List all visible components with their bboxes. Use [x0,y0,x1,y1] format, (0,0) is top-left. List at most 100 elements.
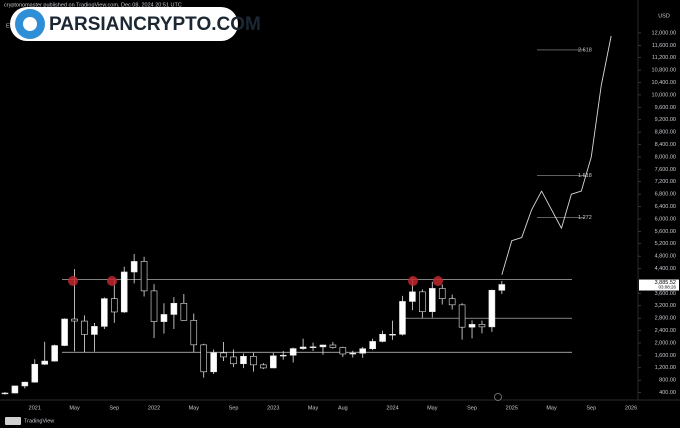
candle-body [101,298,108,327]
candle-body [91,326,98,335]
watermark: PARSIANCRYPTO.COM [10,7,261,41]
candle-body [11,385,19,394]
candle-body [299,346,307,349]
highlight [433,276,443,286]
candle-body [230,356,237,365]
last-price-box [639,279,679,291]
plot: 2.618 1.618 1.272 [1,35,612,395]
realtime-button[interactable] [494,393,502,401]
footer-logo [5,417,21,425]
candle-body [21,381,29,387]
candle-body [279,354,287,357]
candle-body [448,298,456,306]
y-tick-label: 11,200.00 [652,55,676,61]
x-tick-label: Sep [229,405,239,411]
y-tick-label: 400.00 [659,390,676,396]
candle-body [319,344,327,348]
candle-body [120,271,128,313]
x-tick-label: May [308,405,319,411]
candle-body [170,302,178,315]
y-tick-label: 10,400.00 [652,80,676,86]
candle-body [428,288,436,312]
countdown: 03:08:26 [658,285,676,290]
candle-body [111,298,118,313]
candle-body [150,290,158,322]
y-tick-label: 10,800.00 [652,68,676,74]
y-tick-label: 1,600.00 [655,353,676,359]
candle-body [61,318,68,346]
candle-body [359,348,366,354]
y-tick-label: 6,800.00 [655,192,676,198]
y-tick-label: 12,000.00 [652,30,676,36]
candle-body [339,347,347,355]
y-tick-label: 11,600.00 [652,43,676,49]
candle-body [200,344,208,373]
candle-body [309,346,317,348]
x-tick-label: Sep [109,405,119,411]
x-tick-label: May [427,405,438,411]
candle-body [31,363,39,383]
x-tick-label: Sep [467,405,477,411]
candle-body [438,288,446,299]
x-tick-label: 2021 [29,405,41,411]
candle-body [478,324,486,328]
y-tick-label: 7,600.00 [655,167,676,173]
y-tick-label: 2,400.00 [655,328,676,334]
candle-body [498,284,506,291]
candle-body [419,291,426,312]
x-tick-label: May [546,405,557,411]
candle-body [329,344,337,348]
watermark-pill [10,7,238,41]
y-tick-label: 6,000.00 [655,216,676,222]
x-tick-label: 2023 [267,405,279,411]
y-tick-label: 3,200.00 [655,303,676,309]
currency: USD [658,13,670,19]
x-tick-label: 2025 [506,405,518,411]
candle-body [180,302,188,321]
publisher: cryptonomaster published on TradingView.… [4,2,182,8]
y-tick-label: 8,400.00 [655,142,676,148]
y-tick-label: 800.00 [659,378,676,384]
y-tick-label: 10,000.00 [652,92,676,98]
x-tick-label: 2022 [148,405,160,411]
candle-body [130,261,138,273]
x-tick-label: 2026 [625,405,637,411]
watermark-logo-inner [23,17,37,31]
candle-body [41,360,48,365]
candle-body [399,301,406,335]
y-tick-label: 8,000.00 [655,154,676,160]
candle-body [369,341,376,350]
candle-body [349,352,357,355]
candle-body [240,356,247,365]
candle-body [389,334,396,336]
candle-body [220,352,227,358]
candle-body [51,345,58,362]
projection-line [501,35,612,275]
y-tick-label: 6,400.00 [655,204,676,210]
candle-body [409,291,416,302]
highlight [408,276,418,286]
candle-body [269,355,277,369]
highlight [107,276,117,286]
candle-body [488,289,496,328]
candle-body [379,334,386,342]
x-tick-label: May [189,405,200,411]
candle-body [468,324,476,328]
y-tick-label: 9,200.00 [655,117,676,123]
y-tick-label: 9,600.00 [655,105,676,111]
x-tick-label: May [69,405,80,411]
candle-body [458,304,466,328]
candle-body [289,348,297,356]
y-tick-label: 1,200.00 [655,365,676,371]
footer: TradingView [24,418,54,424]
y-tick-label: 3,600.00 [655,291,676,297]
candle-body [71,318,78,322]
y-tick-label: 2,000.00 [655,340,676,346]
y-tick-label: 7,200.00 [655,179,676,185]
x-tick-label: Sep [586,405,596,411]
candle-body [250,356,257,366]
fib-label: 2.618 [578,47,592,53]
